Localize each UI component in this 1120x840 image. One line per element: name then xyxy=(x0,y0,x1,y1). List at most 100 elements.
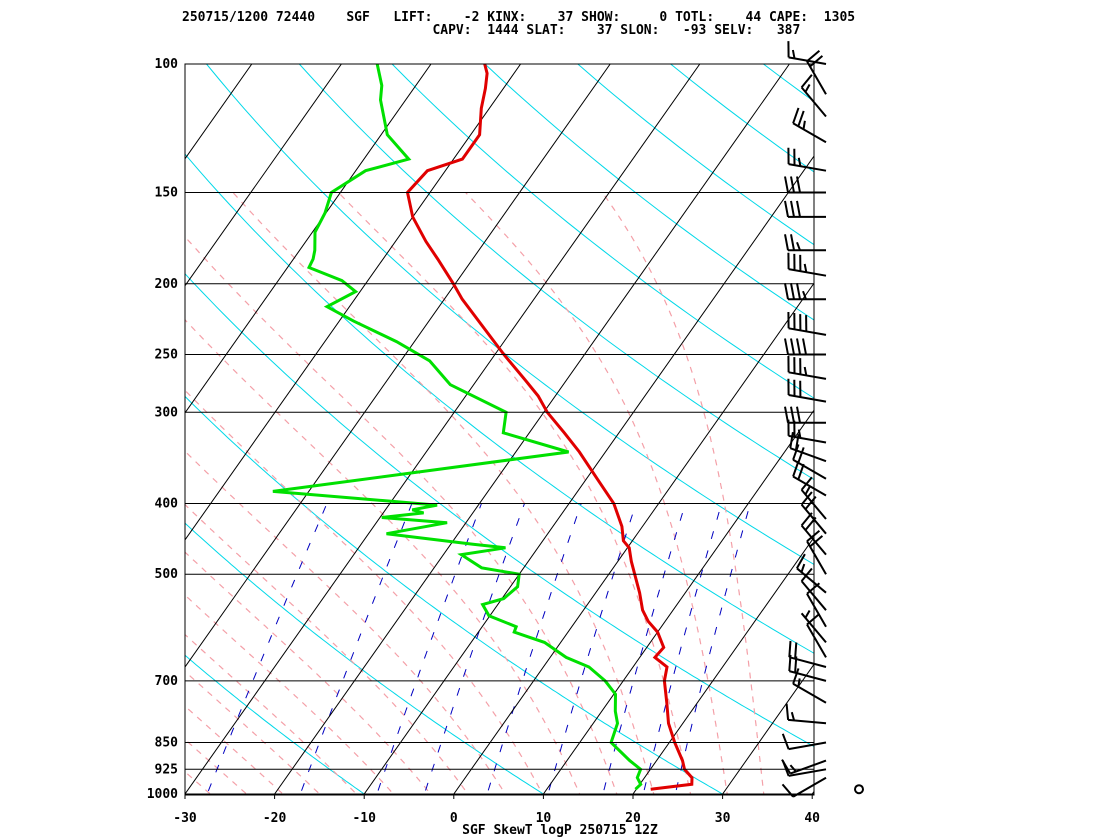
pressure-tick-label: 500 xyxy=(155,567,179,582)
isotherm xyxy=(273,64,790,795)
wind-barb-staff xyxy=(792,122,827,144)
wind-barb-flag xyxy=(790,176,795,193)
dry-adiabat xyxy=(185,522,546,795)
wind-barb xyxy=(785,703,827,725)
wind-barb-flag xyxy=(792,107,800,124)
wind-barb-flag xyxy=(794,642,798,659)
wind-barb-flag xyxy=(802,120,806,130)
wind-barb xyxy=(792,460,827,497)
isotherm xyxy=(721,663,814,795)
temperature-tick-label: -20 xyxy=(263,811,287,826)
isotherm xyxy=(811,790,814,795)
wind-barb-staff xyxy=(800,524,827,556)
pressure-tick-label: 250 xyxy=(155,348,179,363)
wind-barb-flag xyxy=(784,200,789,218)
moist-adiabat xyxy=(601,192,765,795)
moist-adiabat xyxy=(232,192,655,795)
wind-barb-staff xyxy=(788,371,827,380)
wind-barb xyxy=(806,529,827,575)
wind-barb-flag xyxy=(797,429,802,439)
wind-barb-flag xyxy=(803,366,808,376)
wind-barb xyxy=(796,553,827,594)
wind-barb-flag xyxy=(790,338,795,355)
wind-barb xyxy=(787,311,827,336)
wind-barb-flag xyxy=(797,447,805,464)
dry-adiabat xyxy=(577,64,814,246)
wind-barb-flag xyxy=(790,283,795,300)
wind-barb-flag xyxy=(800,567,813,582)
isotherm xyxy=(0,64,162,795)
temperature-tick-label: 0 xyxy=(450,811,458,826)
isotherm xyxy=(185,64,701,795)
temperature-tick-label: -10 xyxy=(352,811,376,826)
mixing-ratio-line xyxy=(642,503,723,795)
wind-barb-flag xyxy=(792,460,800,477)
wind-barb-flag xyxy=(796,406,801,423)
wind-barb-flag xyxy=(789,764,797,773)
wind-barb-flag xyxy=(785,703,790,720)
pressure-tick-label: 200 xyxy=(155,277,179,292)
wind-barb-staff xyxy=(800,503,827,535)
plot-border xyxy=(184,63,815,796)
wind-barb-staff xyxy=(788,56,827,65)
wind-barb-staff xyxy=(792,682,827,704)
mixing-ratio-line xyxy=(486,503,582,795)
wind-barb-flag xyxy=(797,678,801,687)
pressure-tick-label: 700 xyxy=(155,674,179,689)
wind-barb xyxy=(792,668,827,704)
dry-adiabat xyxy=(298,64,814,481)
wind-barb xyxy=(800,74,827,118)
wind-barb xyxy=(800,610,827,644)
wind-barb-flag xyxy=(784,176,789,193)
moist-adiabat xyxy=(185,594,396,795)
dry-adiabat xyxy=(205,64,814,566)
plot-frame xyxy=(184,63,815,799)
wind-barb-flag xyxy=(806,529,821,543)
wind-barb xyxy=(787,41,827,65)
wind-barb-flag xyxy=(796,338,801,355)
isotherm xyxy=(185,64,253,160)
wind-barb-flag xyxy=(796,283,801,300)
wind-barb-flag xyxy=(781,733,790,750)
wind-barb-staff xyxy=(789,447,827,463)
wind-barb-flag xyxy=(792,668,800,685)
wind-barb-flag xyxy=(797,110,805,127)
pressure-tick-label: 150 xyxy=(155,186,179,201)
wind-barb xyxy=(787,252,827,277)
moist-adiabat xyxy=(185,770,213,795)
wind-barb xyxy=(792,107,827,144)
pressure-tick-label: 100 xyxy=(155,57,179,72)
wind-barb-staff xyxy=(800,489,827,520)
wind-barb-flag xyxy=(790,200,795,218)
mixing-ratio-line xyxy=(376,503,482,795)
isotherm xyxy=(452,282,814,795)
wind-barb-flag xyxy=(804,610,811,619)
wind-barb-flag xyxy=(800,74,813,89)
wind-barb-flag xyxy=(792,444,800,461)
mixing-ratio-line xyxy=(602,503,686,795)
dry-adiabat xyxy=(185,273,814,748)
dry-adiabat xyxy=(185,395,726,795)
moist-adiabat xyxy=(185,738,249,795)
dry-adiabat xyxy=(185,793,188,795)
plot-area xyxy=(0,64,814,795)
wind-barb-flag xyxy=(796,553,806,569)
wind-barb-flag xyxy=(802,290,807,300)
wind-barb xyxy=(784,234,826,252)
wind-barb-flag xyxy=(790,711,796,721)
wind-barb-flag xyxy=(781,783,794,798)
wind-barb-flag xyxy=(796,176,801,193)
wind-barb xyxy=(781,733,827,751)
wind-barb-flag xyxy=(784,406,789,423)
wind-barb-flag xyxy=(797,463,805,480)
wind-barb-flag xyxy=(791,49,796,59)
moist-adiabat xyxy=(185,551,433,795)
wind-barb-staff xyxy=(800,612,827,644)
wind-barb-staff xyxy=(806,593,827,628)
wind-barb-flag xyxy=(781,759,792,775)
wind-barb-flag xyxy=(797,157,802,167)
wind-barb-staff xyxy=(806,623,827,658)
dewpoint-line xyxy=(272,64,643,791)
